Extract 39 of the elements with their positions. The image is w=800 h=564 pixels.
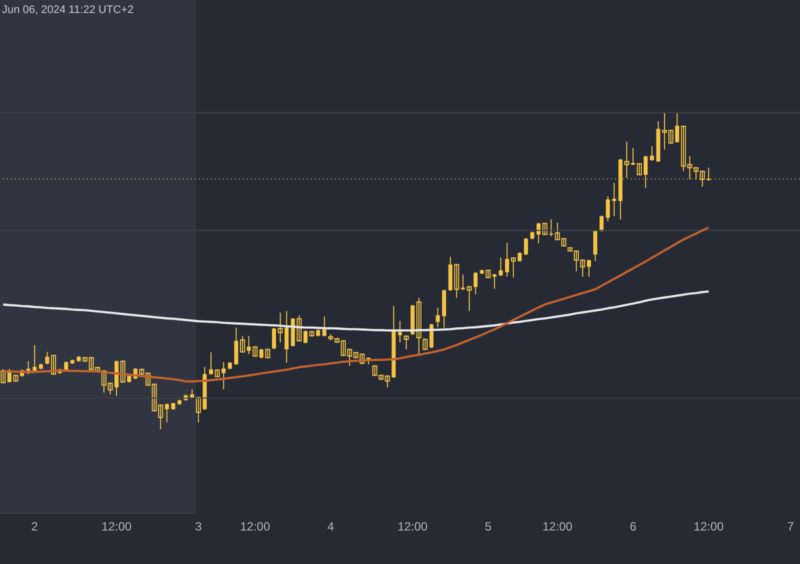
x-tick-label: 2 — [31, 520, 38, 534]
candlestick — [586, 259, 591, 278]
candlestick — [45, 351, 50, 365]
x-tick-label: 12:00 — [542, 520, 573, 534]
candlestick — [600, 215, 604, 232]
x-tick-label: 6 — [630, 520, 637, 534]
candlestick — [498, 257, 503, 276]
text: Jun 06, 2024 11:22 UTC+2 — [2, 4, 134, 16]
candlestick — [606, 196, 610, 222]
candlestick — [436, 307, 440, 328]
candlestick — [404, 334, 409, 350]
candlestick — [422, 338, 428, 351]
candlestick — [612, 182, 616, 217]
candlestick — [0, 368, 6, 384]
candlestick — [303, 330, 308, 344]
x-tick-label: 7 — [787, 520, 794, 534]
candlestick — [593, 230, 598, 262]
candlestick — [398, 320, 402, 343]
candlestick — [492, 273, 496, 290]
x-tick-label: 3 — [195, 520, 202, 534]
candlestick — [209, 352, 214, 376]
candlestick — [32, 344, 37, 374]
x-tick-label: 12:00 — [102, 520, 132, 534]
candlestick — [536, 222, 541, 244]
candlestick — [272, 327, 276, 350]
candlestick — [524, 238, 528, 256]
candlestick — [650, 146, 654, 162]
x-tick-label: 12:00 — [694, 520, 724, 534]
candlestick — [164, 403, 169, 423]
x-tick-label: 5 — [484, 520, 492, 534]
candlestick — [51, 354, 56, 376]
candlestick — [240, 336, 246, 354]
candlestick — [505, 242, 510, 278]
x-tick-label: 12:00 — [240, 520, 270, 534]
x-tick-label: 12:00 — [398, 520, 428, 534]
candlestick — [460, 274, 465, 290]
candlestick — [322, 316, 326, 337]
x-tick-label: 4 — [327, 520, 334, 534]
candlestick — [234, 327, 238, 366]
